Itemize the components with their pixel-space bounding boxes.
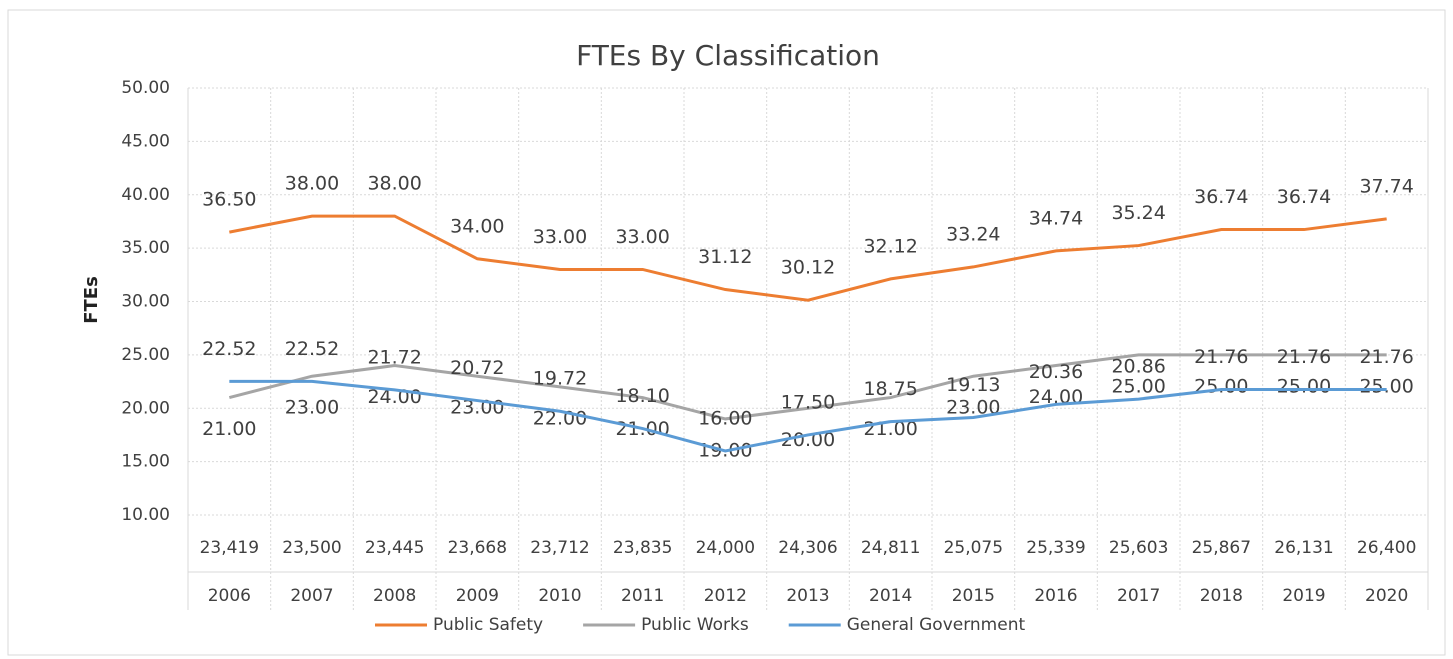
data-label: 25.00 [1194,375,1248,397]
x-tick-label: 2006 [208,586,251,606]
x-tick-label: 2020 [1365,586,1408,606]
series-line [229,214,1387,302]
data-label: 20.72 [450,357,504,379]
y-tick-label: 25.00 [121,345,170,365]
y-tick-label: 10.00 [121,505,170,525]
data-label: 30.12 [781,257,835,279]
data-label: 34.00 [450,215,504,237]
data-label: 23.00 [285,397,339,419]
data-label: 25.00 [1359,375,1413,397]
data-label: 22.52 [285,338,339,360]
y-tick-label: 15.00 [121,452,170,472]
data-label: 21.72 [367,346,421,368]
chart-border [7,9,1446,656]
data-label: 19.72 [533,368,587,390]
legend-label: Public Safety [433,615,543,635]
data-label: 38.00 [285,173,339,195]
y-tick-label: 30.00 [121,292,170,312]
data-label: 20.36 [1029,361,1083,383]
chart-title: FTEs By Classification [576,39,880,72]
data-label: 36.50 [202,189,256,211]
population-label: 23,500 [282,538,341,558]
data-label: 21.76 [1359,346,1413,368]
population-label: 26,400 [1357,538,1416,558]
data-label: 33.24 [946,223,1000,245]
data-label: 21.76 [1194,346,1248,368]
data-label: 36.74 [1194,186,1248,208]
data-label: 35.24 [1111,202,1165,224]
y-tick-label: 40.00 [121,185,170,205]
population-label: 25,603 [1109,538,1168,558]
x-tick-label: 2011 [621,586,664,606]
x-tick-label: 2008 [373,586,416,606]
data-label: 19.13 [946,374,1000,396]
x-tick-label: 2019 [1282,586,1325,606]
population-label: 25,867 [1192,538,1251,558]
population-label: 26,131 [1274,538,1333,558]
x-tick-label: 2016 [1034,586,1077,606]
x-tick-label: 2015 [952,586,995,606]
y-tick-label: 50.00 [121,78,170,98]
data-label: 18.10 [615,385,669,407]
x-tick-label: 2010 [538,586,581,606]
x-tick-label: 2018 [1200,586,1243,606]
x-tick-label: 2009 [456,586,499,606]
legend-label: General Government [847,615,1026,635]
population-label: 24,000 [696,538,755,558]
data-label: 23.00 [946,397,1000,419]
x-tick-label: 2014 [869,586,912,606]
data-label: 32.12 [863,235,917,257]
data-label: 33.00 [615,226,669,248]
x-tick-label: 2017 [1117,586,1160,606]
data-label: 25.00 [1277,375,1331,397]
data-label: 36.74 [1277,186,1331,208]
data-label: 18.75 [863,378,917,400]
data-label: 17.50 [781,391,835,413]
series-line [228,353,1387,421]
population-label: 24,306 [778,538,837,558]
data-label: 20.86 [1111,356,1165,378]
data-label: 38.00 [367,173,421,195]
population-label: 23,712 [530,538,589,558]
y-tick-label: 20.00 [121,398,170,418]
population-label: 23,668 [448,538,507,558]
data-label: 33.00 [533,226,587,248]
y-axis-label: FTEs [81,276,102,324]
population-label: 25,075 [944,538,1003,558]
population-label: 23,445 [365,538,424,558]
y-tick-label: 45.00 [121,131,170,151]
y-tick-label: 35.00 [121,238,170,258]
data-label: 25.00 [1111,375,1165,397]
population-label: 23,419 [200,538,259,558]
population-label: 23,835 [613,538,672,558]
data-label: 21.76 [1277,346,1331,368]
x-tick-label: 2012 [704,586,747,606]
x-tick-label: 2013 [786,586,829,606]
data-label: 37.74 [1359,175,1413,197]
data-label: 16.00 [698,407,752,429]
data-label: 22.52 [202,338,256,360]
legend-label: Public Works [641,615,749,635]
series-line [229,379,1387,453]
x-tick-label: 2007 [290,586,333,606]
population-label: 25,339 [1026,538,1085,558]
data-label: 21.00 [202,418,256,440]
data-label: 34.74 [1029,207,1083,229]
data-label: 31.12 [698,246,752,268]
population-label: 24,811 [861,538,920,558]
